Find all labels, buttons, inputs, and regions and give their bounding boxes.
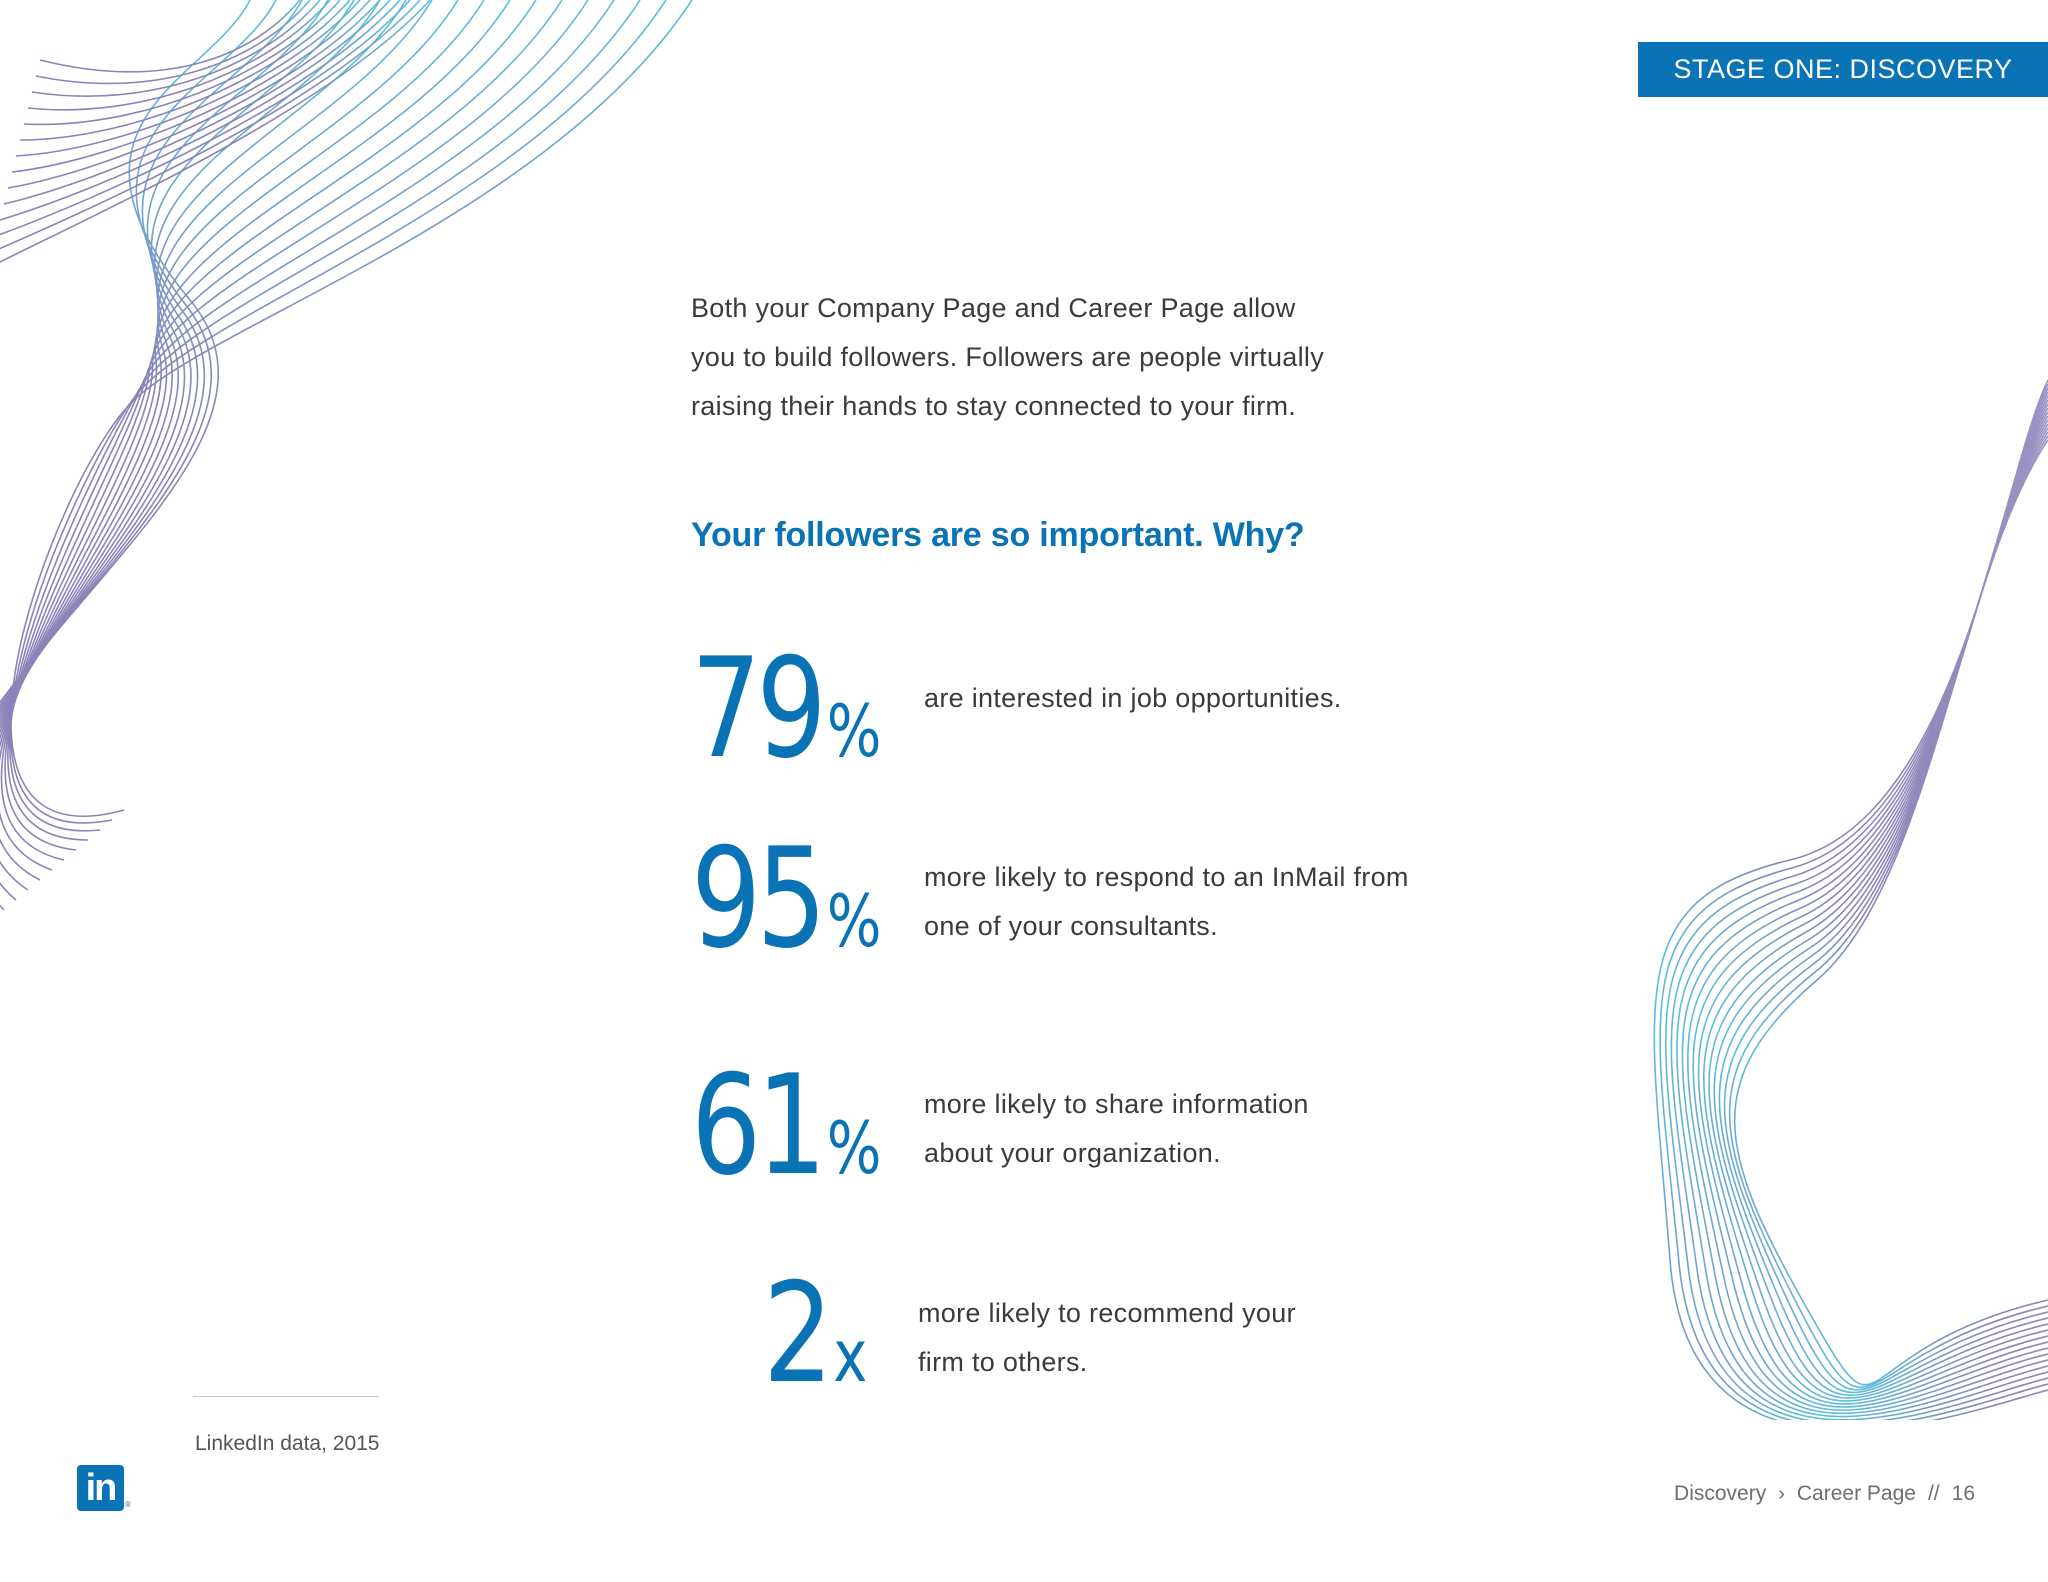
- wave-line: [1659, 383, 2048, 1420]
- wave-line: [1702, 415, 2048, 1402]
- wave-line: [9, 0, 641, 832]
- stat-description: are interested in job opportunities.: [924, 674, 1484, 723]
- stat-number: 2: [763, 1253, 833, 1414]
- stat-description-line: more likely to share information: [924, 1089, 1309, 1119]
- wave-line: [11, 0, 371, 173]
- wave-line: [4, 0, 589, 851]
- stat-value-79: 79%: [691, 640, 881, 778]
- wave-line: [1723, 431, 2048, 1391]
- stat-number: 95: [691, 818, 827, 979]
- stat-unit: %: [826, 689, 882, 773]
- linkedin-logo-icon: in: [77, 1465, 124, 1511]
- wave-line: [1681, 399, 2048, 1415]
- stat-description: more likely to recommend your firm to ot…: [918, 1289, 1478, 1387]
- stat-value-61: 61%: [691, 1057, 881, 1195]
- stat-number: 61: [691, 1045, 827, 1206]
- stat-value-95: 95%: [691, 830, 881, 968]
- wave-lines-decoration-left: [0, 0, 693, 911]
- wave-line: [0, 0, 277, 707]
- stat-description-line: more likely to recommend your: [918, 1298, 1296, 1328]
- wave-line: [0, 0, 459, 901]
- stat-description-line: are interested in job opportunities.: [924, 683, 1342, 713]
- wave-line: [1670, 391, 2048, 1420]
- stat-description-line: one of your consultants.: [924, 911, 1218, 941]
- stat-number: 79: [691, 628, 827, 789]
- wave-line: [27, 0, 331, 111]
- stat-unit: %: [826, 879, 882, 963]
- stat-value-2x: 2x: [763, 1265, 867, 1403]
- wave-line: [0, 0, 329, 714]
- intro-line: raising their hands to stay connected to…: [691, 391, 1297, 421]
- stat-description-line: firm to others.: [918, 1347, 1088, 1377]
- breadcrumb-section: Discovery: [1674, 1482, 1767, 1505]
- wave-line: [10, 0, 667, 824]
- page-number: 16: [1951, 1482, 1975, 1505]
- wave-line: [0, 0, 303, 711]
- stat-unit: %: [826, 1106, 882, 1190]
- wave-line: [35, 0, 311, 85]
- breadcrumb: Discovery › Career Page // 16: [1674, 1482, 1975, 1506]
- wave-line: [7, 0, 381, 189]
- wave-line: [1676, 395, 2048, 1418]
- wave-line: [19, 0, 351, 141]
- wave-line: [31, 0, 321, 97]
- wave-line: [0, 0, 407, 725]
- wave-line: [0, 0, 431, 263]
- wave-line: [10, 0, 693, 818]
- breadcrumb-chevron-icon: ›: [1778, 1482, 1785, 1505]
- section-heading: Your followers are so important. Why?: [691, 516, 1305, 554]
- wave-line: [0, 0, 411, 236]
- stat-description-line: about your organization.: [924, 1138, 1221, 1168]
- wave-line: [39, 0, 301, 73]
- wave-line: [0, 0, 433, 911]
- wave-line: [1687, 403, 2048, 1411]
- wave-line: [1692, 407, 2048, 1408]
- wave-line: [0, 0, 251, 704]
- wave-line: [0, 0, 485, 891]
- breadcrumb-page: Career Page: [1796, 1482, 1916, 1505]
- stat-description: more likely to respond to an InMail from…: [924, 853, 1484, 951]
- wave-line: [0, 0, 401, 221]
- wave-line: [1664, 387, 2048, 1420]
- wave-line: [7, 0, 615, 841]
- registered-mark-icon: ®: [125, 1500, 131, 1509]
- wave-line: [1718, 427, 2048, 1394]
- intro-line: Both your Company Page and Career Page a…: [691, 293, 1296, 323]
- wave-line: [1697, 411, 2048, 1405]
- stat-description-line: more likely to respond to an InMail from: [924, 862, 1409, 892]
- wave-line: [1728, 435, 2048, 1389]
- wave-line: [0, 0, 563, 861]
- footnote-divider: [193, 1396, 379, 1397]
- wave-line: [15, 0, 361, 157]
- wave-line: [0, 0, 511, 881]
- stat-unit: x: [833, 1314, 868, 1398]
- wave-line: [1653, 379, 2048, 1420]
- stage-banner-label: STAGE ONE: DISCOVERY: [1673, 54, 2013, 84]
- footnote-source: LinkedIn data, 2015: [195, 1432, 380, 1455]
- breadcrumb-divider: //: [1927, 1482, 1940, 1505]
- wave-line: [1733, 439, 2048, 1386]
- wave-line: [0, 0, 355, 717]
- stage-banner: STAGE ONE: DISCOVERY: [1638, 42, 2048, 97]
- wave-lines-decoration-right: [1653, 379, 2048, 1420]
- wave-line: [23, 0, 341, 126]
- wave-line: [1708, 419, 2048, 1399]
- wave-line: [3, 0, 391, 205]
- intro-paragraph: Both your Company Page and Career Page a…: [691, 284, 1431, 431]
- stat-description: more likely to share information about y…: [924, 1080, 1484, 1178]
- intro-line: you to build followers. Followers are pe…: [691, 342, 1324, 372]
- wave-line: [0, 0, 537, 871]
- wave-line: [0, 0, 421, 250]
- wave-line: [0, 0, 381, 721]
- wave-line: [1713, 423, 2048, 1397]
